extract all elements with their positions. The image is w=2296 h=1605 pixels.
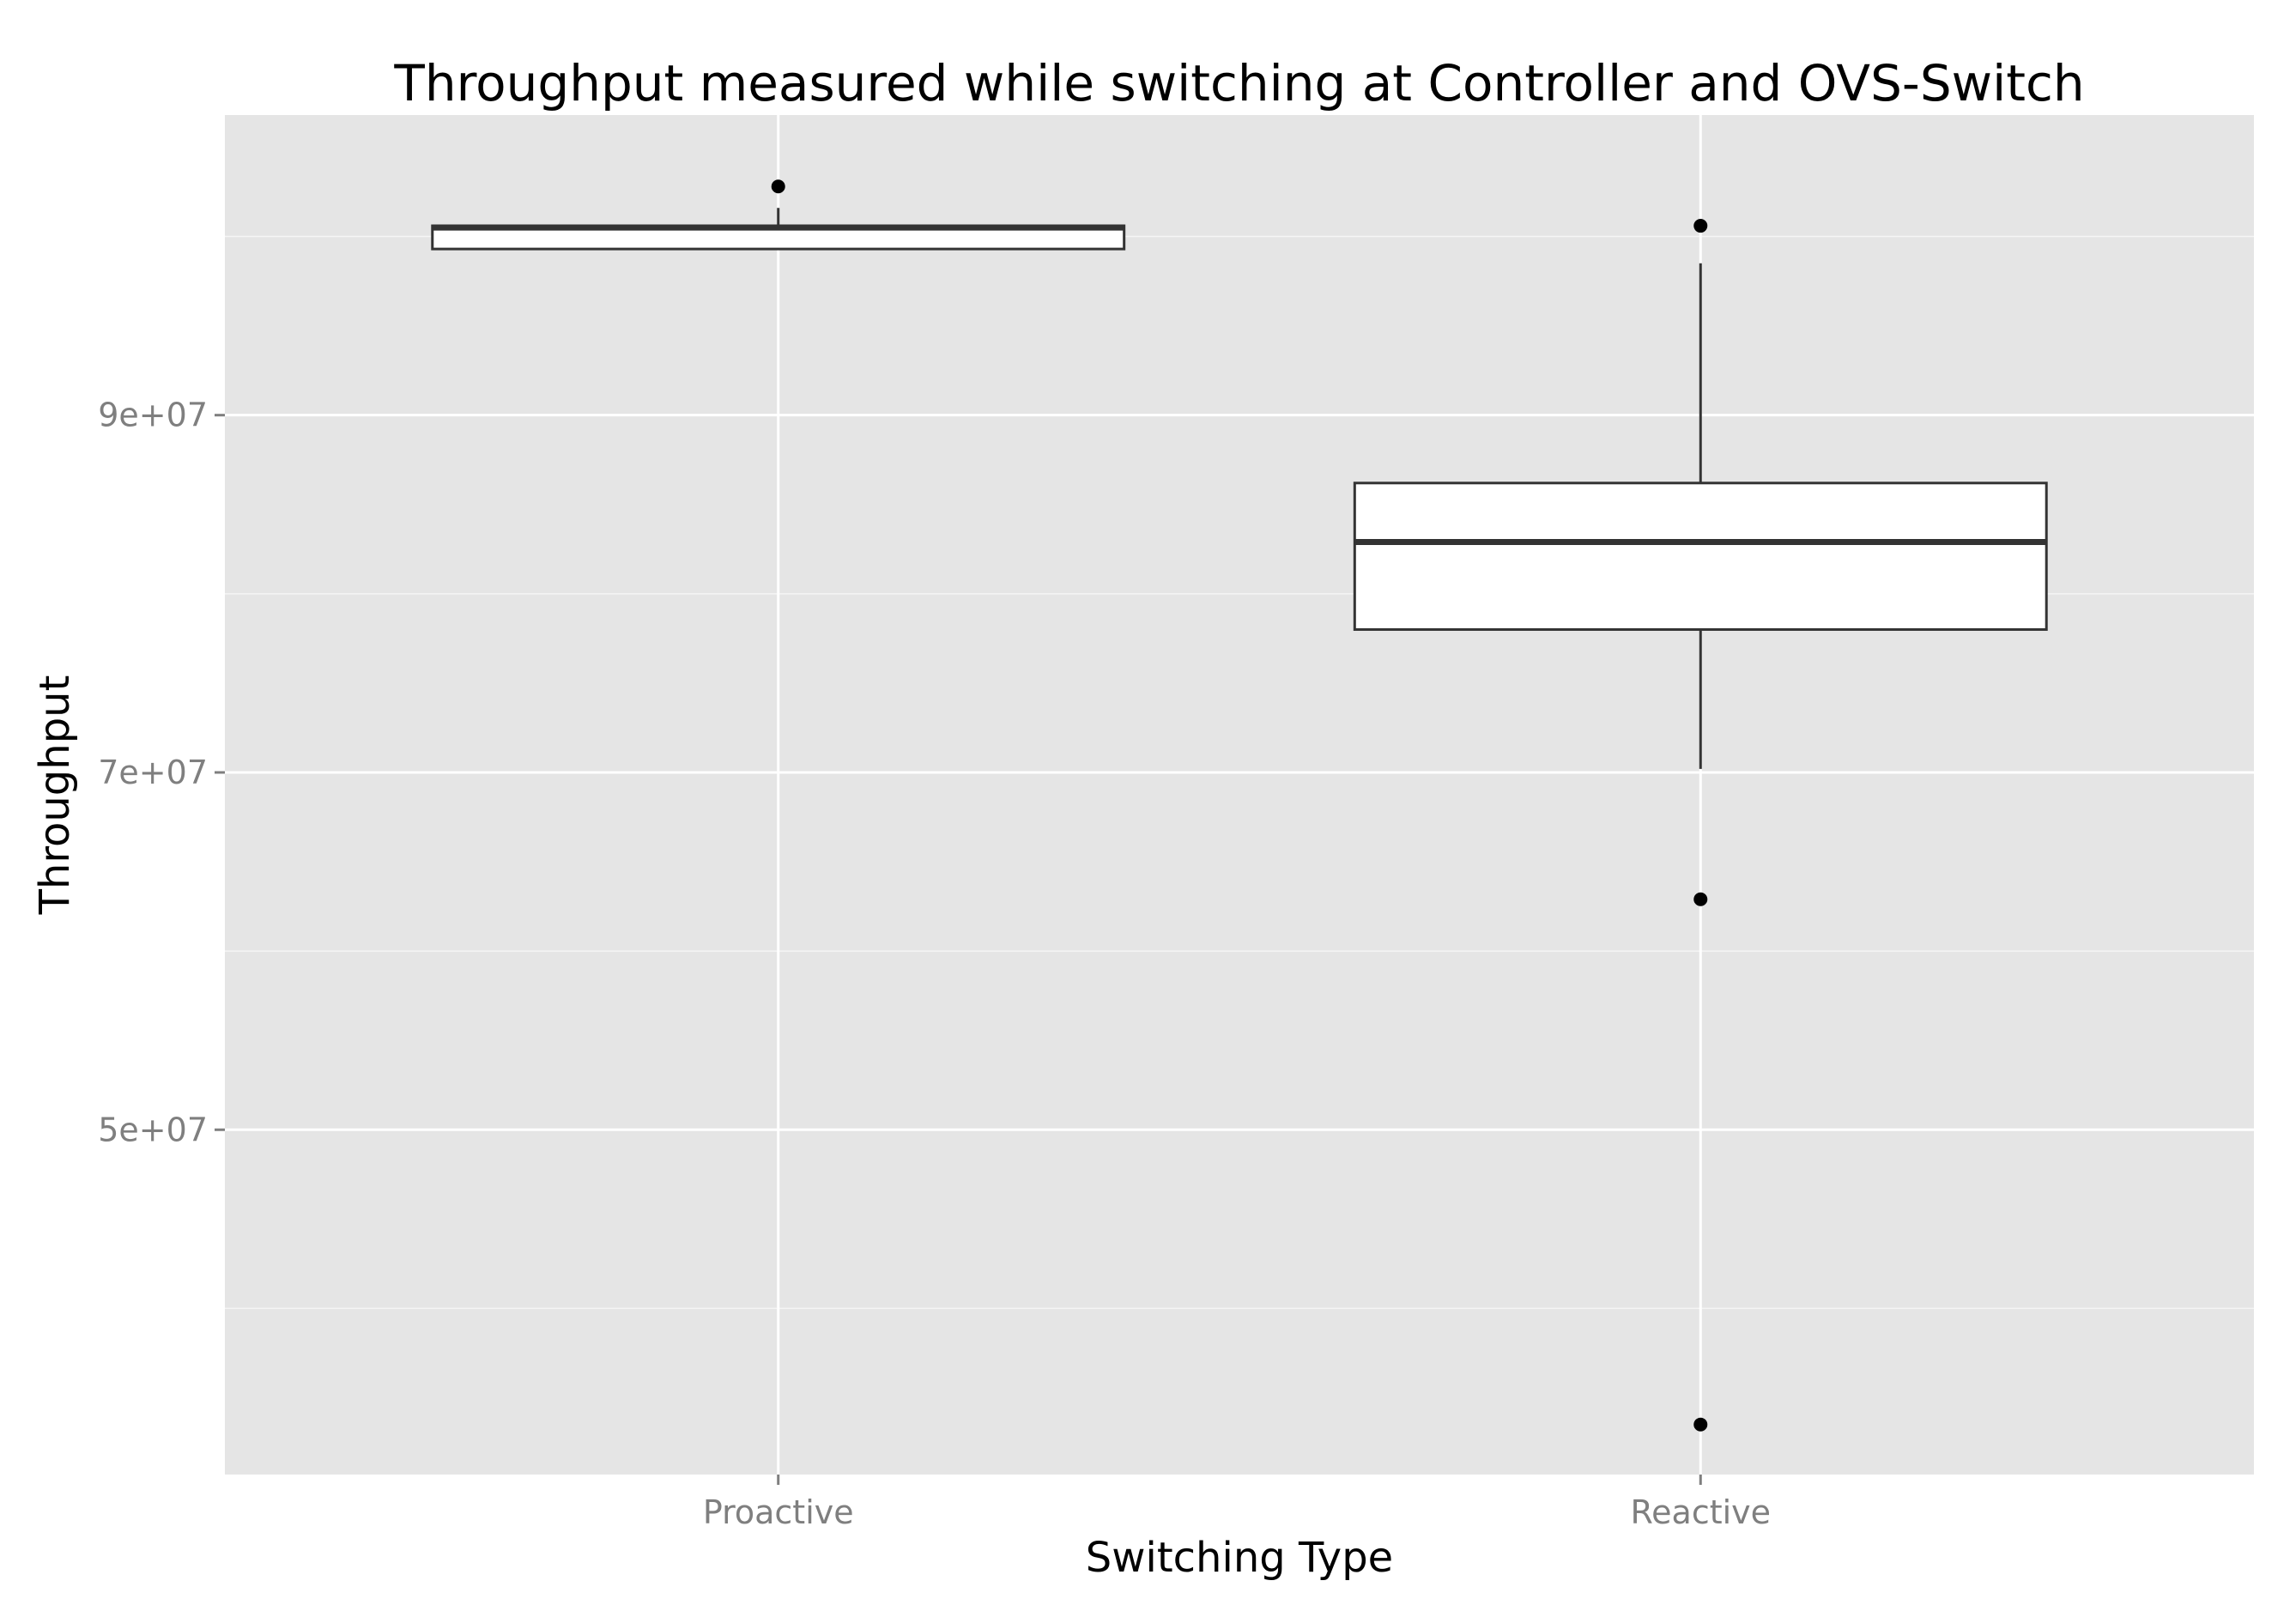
y-axis: 5e+07 7e+07 9e+07: [98, 397, 225, 1148]
y-tick-label: 5e+07: [98, 1111, 208, 1148]
x-tick-label: Reactive: [1630, 1493, 1771, 1531]
y-axis-title: Throughput: [31, 675, 79, 916]
x-axis: Proactive Reactive: [703, 1475, 1771, 1531]
outlier-point: [1693, 219, 1708, 233]
boxplot-proactive: [431, 179, 1126, 251]
plot-panel: [225, 115, 2254, 1475]
x-axis-title: Switching Type: [1086, 1534, 1393, 1582]
y-tick-label: 9e+07: [98, 397, 208, 434]
outlier-point: [771, 179, 785, 194]
boxplots: [431, 179, 2048, 1432]
major-gridlines: [225, 115, 2254, 1475]
outlier-point: [1693, 892, 1708, 906]
outlier-point: [1693, 1417, 1708, 1432]
y-tick-label: 7e+07: [98, 754, 208, 791]
boxplot-reactive: [1353, 219, 2048, 1432]
box-iqr: [1353, 482, 2048, 631]
chart-title: Throughput measured while switching at C…: [393, 54, 2084, 112]
x-tick-label: Proactive: [703, 1493, 854, 1531]
